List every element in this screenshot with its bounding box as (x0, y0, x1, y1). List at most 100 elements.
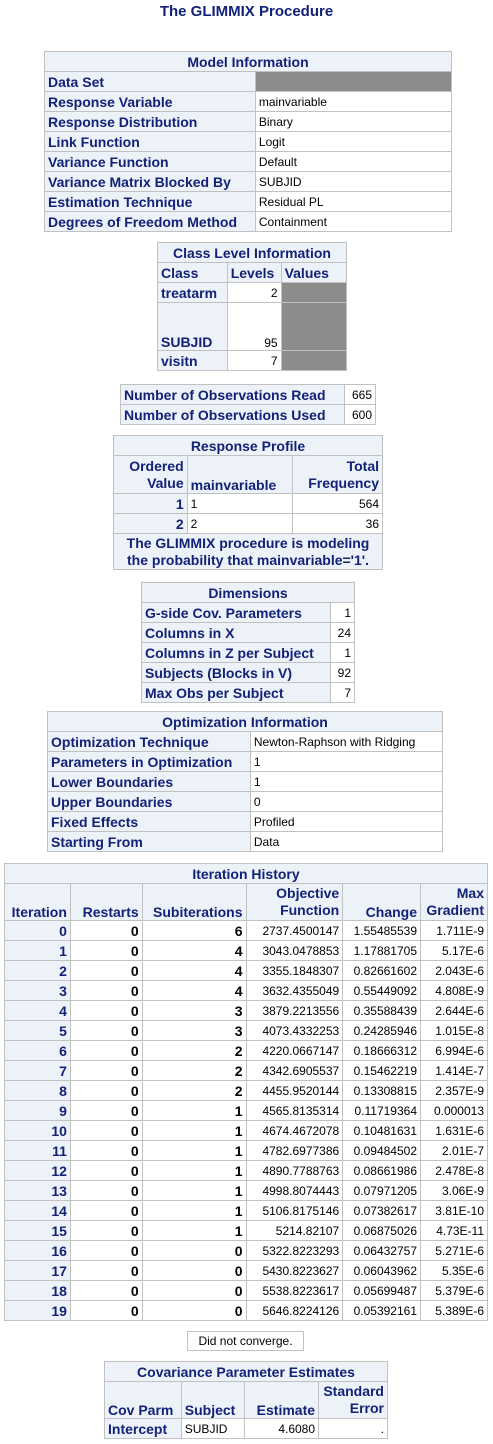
table-cell: 1 (141, 1140, 247, 1161)
table-cell: 4220.0667147 (245, 1040, 344, 1061)
table-cell: 0.05392161 (342, 1300, 421, 1321)
table-cell: 0 (69, 1060, 143, 1081)
table-cell: 4 (141, 960, 247, 981)
table-cell: 0 (69, 1140, 143, 1161)
table-cell: 1.17881705 (342, 940, 421, 961)
table-cell: 2737.4500147 (245, 920, 344, 941)
convergence-note: Did not converge. (187, 1331, 304, 1351)
table-cell: 2 (141, 1080, 247, 1101)
covariance-parameter-table: Covariance Parameter Estimates Cov Parm … (104, 1361, 388, 1439)
table-row: Variance Matrix Blocked By SUBJID (44, 171, 453, 192)
table-cell: 2 (141, 1060, 247, 1081)
column-header: Ordered Value (113, 455, 188, 494)
table-cell: 0.05699487 (342, 1280, 421, 1301)
table-cell: 3.06E-9 (420, 1180, 488, 1201)
table-cell: 3 (141, 1000, 247, 1021)
table-cell: 0.10481631 (342, 1120, 421, 1141)
table-cell: 0 (141, 1260, 247, 1281)
table-cell: 0 (69, 920, 143, 941)
table-cell: 5.379E-6 (420, 1280, 488, 1301)
table-cell: 3879.2213556 (245, 1000, 344, 1021)
table-cell: 2 (141, 1040, 247, 1061)
table-row: Degrees of Freedom Method Containment (44, 211, 453, 232)
table-cell: 0 (69, 1160, 143, 1181)
table-header: Dimensions (141, 582, 355, 603)
table-cell: 1 (141, 1220, 247, 1241)
class-level-table: Class Level Information Class Levels Val… (157, 242, 348, 371)
table-cell: 4674.4672078 (245, 1120, 344, 1141)
iteration-number: 1 (4, 940, 71, 961)
table-cell: 2.478E-8 (420, 1160, 488, 1181)
table-row: visitn 7 (157, 350, 348, 371)
table-row: 6 0 2 4220.0667147 0.18666312 6.994E-6 (4, 1040, 488, 1061)
column-header: Values (280, 262, 348, 283)
table-row: Data Set (44, 71, 453, 92)
table-cell: 0 (69, 1000, 143, 1021)
masked-value (254, 71, 453, 92)
table-row: Max Obs per Subject 7 (140, 682, 355, 703)
table-cell: 0 (69, 940, 143, 961)
table-row: Variance Function Default (44, 151, 453, 172)
table-cell: 4890.7788763 (245, 1160, 344, 1181)
table-cell: 1.414E-7 (420, 1060, 488, 1081)
iteration-number: 9 (4, 1100, 71, 1121)
table-cell: 5538.8223617 (245, 1280, 344, 1301)
masked-value (280, 282, 348, 303)
table-cell: 5646.8224126 (245, 1300, 344, 1321)
table-row: SUBJID 95 (157, 302, 348, 351)
table-cell: 4455.9520144 (245, 1080, 344, 1101)
table-cell: 1 (141, 1200, 247, 1221)
table-row: 19 0 0 5646.8224126 0.05392161 5.389E-6 (4, 1300, 488, 1321)
table-cell: 4.73E-11 (420, 1220, 488, 1241)
table-cell: 1.631E-6 (420, 1120, 488, 1141)
response-profile-table: Response Profile Ordered Value mainvariab… (113, 435, 383, 570)
table-cell: 0.07971205 (342, 1180, 421, 1201)
table-cell: 0.07382617 (342, 1200, 421, 1221)
table-cell: 1 (141, 1100, 247, 1121)
table-cell: 3 (141, 1020, 247, 1041)
table-row: Lower Boundaries 1 (47, 771, 444, 792)
table-cell: 0.15462219 (342, 1060, 421, 1081)
table-header: Class Level Information (157, 242, 347, 263)
table-cell: 2.01E-7 (420, 1140, 488, 1161)
table-cell: 1 (141, 1180, 247, 1201)
table-row: 9 0 1 4565.8135314 0.11719364 0.000013 (4, 1100, 488, 1121)
column-header: mainvariable (186, 455, 294, 494)
table-cell: 0.08661986 (342, 1160, 421, 1181)
table-cell: 2.644E-6 (420, 1000, 488, 1021)
column-header: Estimate (244, 1381, 320, 1419)
dimensions-table: Dimensions G-side Cov. Parameters 1 Colum… (140, 582, 355, 703)
iteration-number: 15 (4, 1220, 71, 1241)
table-row: Estimation Technique Residual PL (44, 191, 453, 212)
table-cell: 3355.1848307 (245, 960, 344, 981)
table-cell: 2.357E-9 (420, 1080, 488, 1101)
table-cell: 4342.6905537 (245, 1060, 344, 1081)
iteration-number: 3 (4, 980, 71, 1001)
iteration-number: 0 (4, 920, 71, 941)
table-row: 8 0 2 4455.9520144 0.13308815 2.357E-9 (4, 1080, 488, 1101)
table-cell: 0.06043962 (342, 1260, 421, 1281)
table-cell: 1 (141, 1160, 247, 1181)
table-cell: 3043.0478853 (245, 940, 344, 961)
iteration-number: 11 (4, 1140, 71, 1161)
table-cell: 0.13308815 (342, 1080, 421, 1101)
table-row: treatarm 2 (157, 282, 348, 303)
table-cell: 0 (69, 980, 143, 1001)
table-cell: 0 (69, 1260, 143, 1281)
column-header: Subiterations (141, 883, 247, 921)
table-row: 1 0 4 3043.0478853 1.17881705 5.17E-6 (4, 940, 488, 961)
table-row: Starting From Data (47, 831, 444, 852)
table-row: 7 0 2 4342.6905537 0.15462219 1.414E-7 (4, 1060, 488, 1081)
iteration-number: 10 (4, 1120, 71, 1141)
table-header: Covariance Parameter Estimates (104, 1361, 388, 1382)
table-cell: 0 (69, 1120, 143, 1141)
table-cell: 0.09484502 (342, 1140, 421, 1161)
column-header: Objective Function (245, 883, 344, 921)
table-row: Subjects (Blocks in V) 92 (140, 662, 355, 683)
masked-value (280, 302, 348, 351)
table-cell: 0 (69, 1020, 143, 1041)
table-row: G-side Cov. Parameters 1 (140, 602, 355, 623)
table-row: 4 0 3 3879.2213556 0.35588439 2.644E-6 (4, 1000, 488, 1021)
iteration-number: 16 (4, 1240, 71, 1261)
column-header: Iteration (4, 883, 71, 921)
